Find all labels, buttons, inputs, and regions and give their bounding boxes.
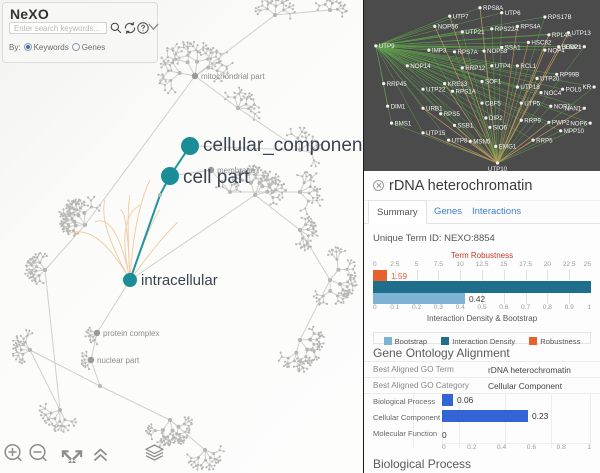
svg-text:RRP45: RRP45 [387,81,408,88]
svg-text:NOP14: NOP14 [410,63,431,70]
svg-text:UTP10: UTP10 [488,166,508,171]
svg-text:RRP5: RRP5 [536,137,553,144]
svg-text:NOP56: NOP56 [438,24,459,31]
svg-text:RPS4A: RPS4A [520,24,541,31]
svg-text:UTP20: UTP20 [540,76,560,83]
svg-text:NOP6: NOP6 [570,120,587,127]
svg-text:URB1: URB1 [426,105,443,112]
svg-text:MPP10: MPP10 [564,128,585,135]
svg-text:RCL1: RCL1 [520,63,536,70]
svg-text:cellular_component: cellular_component [203,135,363,156]
svg-text:KRE33: KRE33 [448,81,468,88]
svg-text:RRP9: RRP9 [524,117,541,124]
svg-text:cell part: cell part [183,167,250,188]
svg-text:mitochondrial part: mitochondrial part [201,72,265,81]
svg-text:SSB1: SSB1 [458,123,474,130]
svg-text:RP99B: RP99B [560,72,580,79]
svg-text:RPL4A: RPL4A [552,32,572,39]
svg-text:UTP22: UTP22 [426,86,446,93]
svg-text:RPS7A: RPS7A [458,49,479,56]
svg-text:PWP2: PWP2 [552,120,570,127]
svg-text:BMS1: BMS1 [395,120,412,127]
svg-text:KR: KR [582,84,591,91]
svg-text:IMP3: IMP3 [432,47,447,54]
svg-text:UTP13: UTP13 [572,30,592,37]
svg-text:NAN1: NAN1 [565,105,582,112]
svg-text:SSA1: SSA1 [505,45,521,52]
svg-text:UTP8: UTP8 [452,137,468,144]
svg-text:UTP4: UTP4 [495,63,511,70]
svg-text:MSN5: MSN5 [473,139,491,146]
svg-text:DIP2: DIP2 [489,115,503,122]
svg-text:RPS8A: RPS8A [483,5,504,12]
svg-text:UTP5: UTP5 [524,100,540,107]
svg-text:CBF5: CBF5 [485,100,501,107]
svg-text:SIO6: SIO6 [493,125,508,132]
svg-text:SOF1: SOF1 [485,79,502,86]
svg-text:intracellular: intracellular [141,272,218,289]
svg-text:EMG1: EMG1 [499,144,517,151]
svg-text:ENP1: ENP1 [565,44,582,51]
svg-text:DIM1: DIM1 [391,103,406,110]
svg-text:RPS17B: RPS17B [548,14,572,21]
svg-text:protein complex: protein complex [103,329,159,338]
svg-text:UTP21: UTP21 [465,29,485,36]
svg-text:UTP6: UTP6 [505,10,521,17]
svg-text:UTP18: UTP18 [520,84,540,91]
svg-text:NOC4: NOC4 [544,90,562,97]
svg-text:nuclear part: nuclear part [97,356,140,365]
svg-text:RPS22A: RPS22A [495,26,520,33]
svg-text:UTP9: UTP9 [379,43,395,50]
svg-text:RPS5: RPS5 [444,111,461,118]
svg-text:UTP15: UTP15 [426,130,446,137]
svg-text:HSC82: HSC82 [531,40,552,47]
svg-text:POL5: POL5 [566,86,582,93]
svg-text:RRP12: RRP12 [465,65,486,72]
svg-text:RPS1A: RPS1A [456,89,477,96]
svg-text:UTP7: UTP7 [453,13,469,20]
